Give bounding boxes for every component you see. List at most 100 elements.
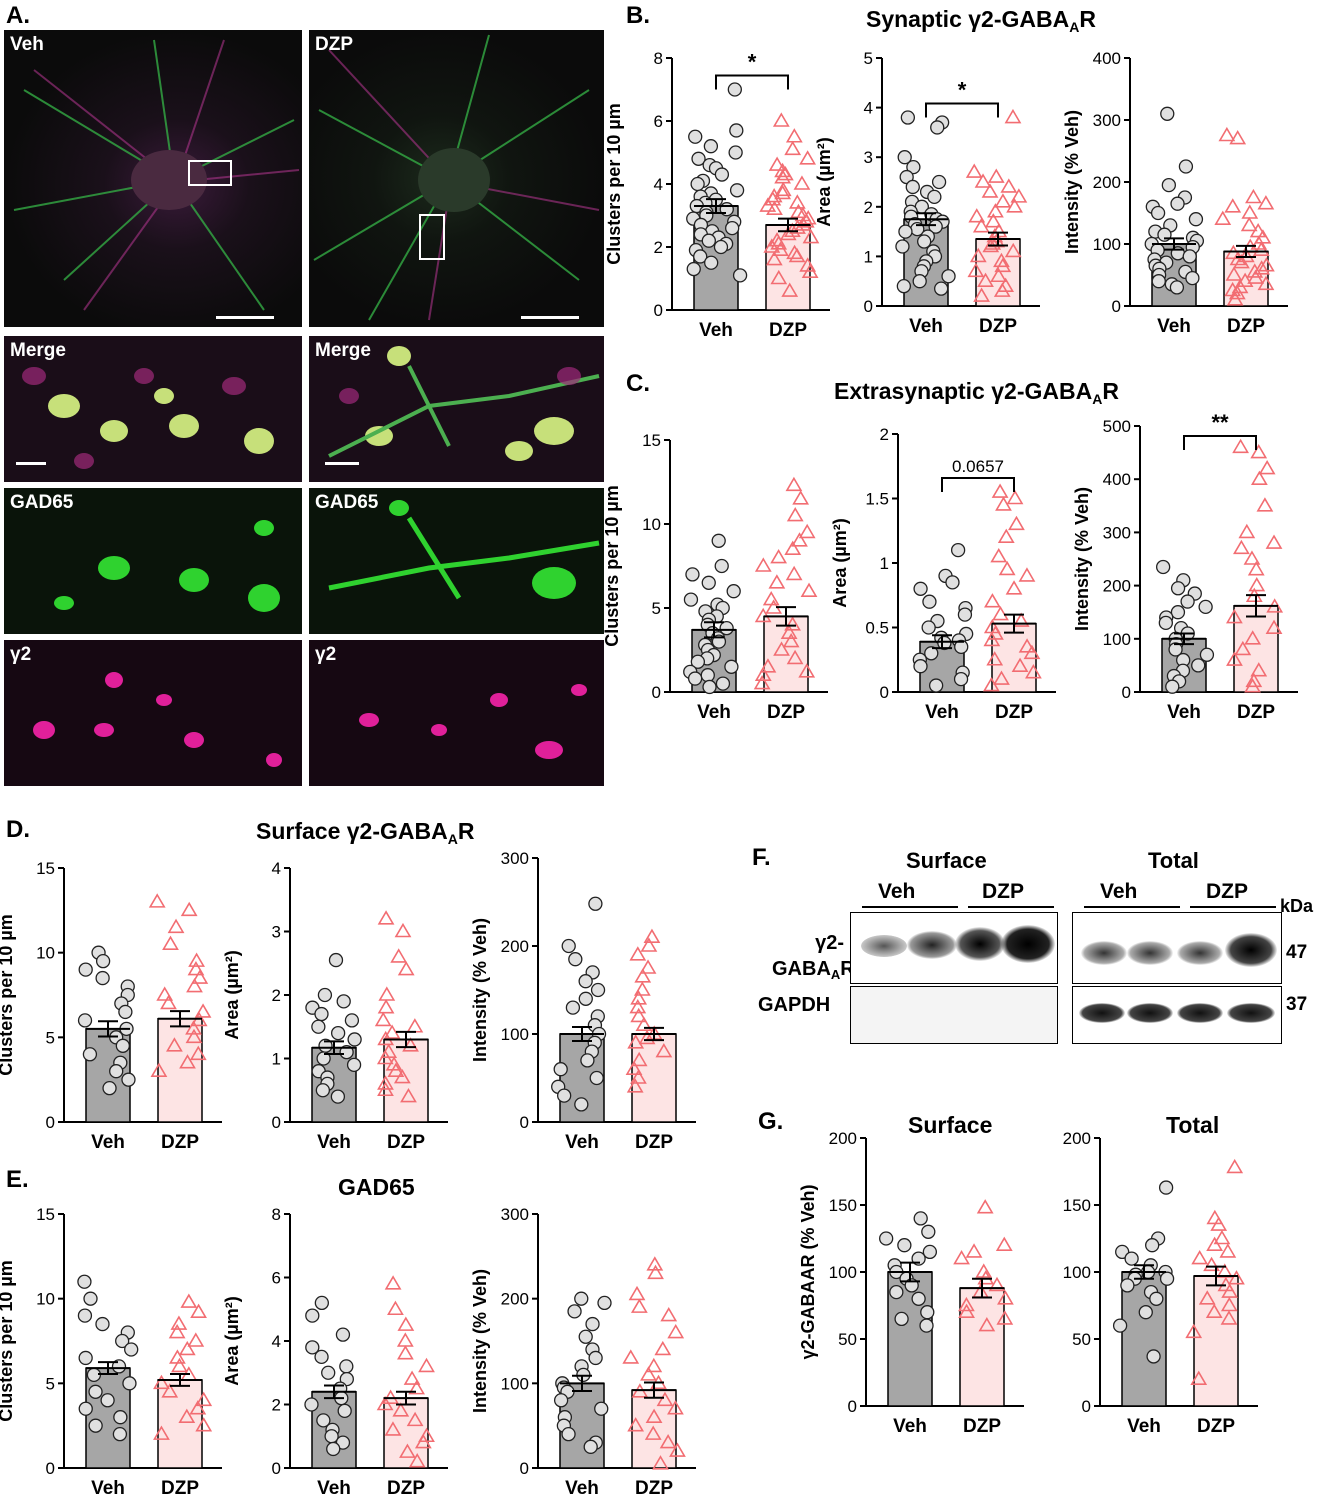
data-point-dzp bbox=[786, 649, 804, 665]
data-point-veh bbox=[1145, 1238, 1160, 1253]
data-point-dzp bbox=[788, 247, 806, 263]
data-point-dzp bbox=[630, 1007, 648, 1023]
data-point-dzp bbox=[785, 565, 803, 581]
data-point-veh bbox=[344, 1013, 360, 1028]
x-tick-label-veh: Veh bbox=[1157, 316, 1191, 337]
data-point-veh bbox=[690, 176, 705, 192]
y-tick-label: 400 bbox=[1093, 49, 1121, 68]
data-point-veh bbox=[911, 1291, 926, 1306]
y-axis-label: Clusters per 10 µm bbox=[0, 1260, 16, 1421]
data-point-dzp bbox=[1237, 247, 1255, 263]
y-axis-label: Intensity (% Veh) bbox=[470, 1269, 490, 1413]
data-point-veh bbox=[1191, 658, 1206, 673]
y-tick-label: 4 bbox=[864, 99, 873, 118]
y-tick-label: 300 bbox=[1103, 523, 1131, 542]
data-point-dzp bbox=[1185, 1323, 1203, 1339]
data-point-dzp bbox=[799, 150, 817, 165]
neuron-dzp-drawing bbox=[313, 34, 600, 321]
data-point-dzp bbox=[798, 663, 816, 678]
data-point-dzp bbox=[1220, 1296, 1238, 1312]
data-point-veh bbox=[314, 1349, 329, 1365]
data-point-dzp bbox=[978, 1317, 996, 1332]
y-tick-label: 10 bbox=[642, 515, 661, 534]
x-tick-label-dzp: DZP bbox=[979, 316, 1017, 337]
data-point-dzp bbox=[1023, 644, 1041, 660]
kda-label: kDa bbox=[1280, 896, 1314, 916]
data-point-veh bbox=[314, 1295, 330, 1311]
data-point-dzp bbox=[397, 1345, 414, 1360]
gad65-veh-label: GAD65 bbox=[10, 492, 74, 513]
data-point-dzp bbox=[625, 1060, 643, 1075]
data-point-veh bbox=[912, 274, 927, 289]
blot-surface-control bbox=[850, 986, 1058, 1044]
data-point-dzp bbox=[629, 946, 647, 961]
data-point-veh bbox=[578, 991, 593, 1006]
data-point-dzp bbox=[793, 175, 811, 190]
data-point-veh bbox=[561, 1426, 576, 1442]
y-tick-label: 4 bbox=[272, 1332, 281, 1351]
data-point-dzp bbox=[377, 1030, 395, 1046]
y-tick-label: 0 bbox=[864, 297, 873, 316]
data-point-veh bbox=[347, 1032, 362, 1047]
data-point-veh bbox=[719, 621, 734, 636]
data-point-dzp bbox=[1243, 550, 1261, 565]
zoom-scale-bar-dzp bbox=[325, 462, 359, 465]
mw-37: 37 bbox=[1286, 994, 1308, 1015]
data-point-veh bbox=[930, 120, 945, 135]
data-point-veh bbox=[337, 1403, 352, 1419]
y-tick-label: 3 bbox=[272, 923, 281, 942]
y-tick-label: 200 bbox=[1063, 1129, 1091, 1148]
x-tick-label-veh: Veh bbox=[925, 702, 959, 723]
data-point-dzp bbox=[774, 184, 792, 200]
data-point-veh bbox=[115, 1333, 130, 1349]
data-point-dzp bbox=[1205, 1303, 1223, 1318]
panel-letter-c: C. bbox=[626, 370, 650, 397]
merge-dzp-label: Merge bbox=[315, 340, 371, 361]
data-point-dzp bbox=[996, 1310, 1014, 1325]
y-tick-label: 2 bbox=[272, 1396, 281, 1415]
x-tick-label-dzp: DZP bbox=[995, 702, 1033, 723]
data-point-dzp bbox=[766, 200, 783, 215]
data-point-dzp bbox=[958, 1303, 975, 1318]
y-tick-label: 6 bbox=[272, 1269, 281, 1288]
data-point-veh bbox=[894, 1311, 909, 1327]
data-point-dzp bbox=[403, 1370, 421, 1385]
data-point-dzp bbox=[645, 1357, 663, 1373]
data-point-dzp bbox=[189, 1045, 207, 1061]
data-point-veh bbox=[315, 1083, 331, 1098]
chart-c1: 0 5 10 15 Clusters per 10 µm Veh DZP bbox=[602, 431, 828, 723]
gad65-veh-puncta bbox=[54, 520, 280, 612]
data-point-veh bbox=[922, 594, 937, 609]
data-point-dzp bbox=[1213, 1229, 1231, 1245]
data-point-dzp bbox=[988, 1276, 1006, 1292]
data-point-veh bbox=[921, 620, 936, 635]
data-point-dzp bbox=[633, 981, 651, 996]
y-tick-label: 5 bbox=[46, 1028, 55, 1047]
data-point-veh bbox=[725, 220, 740, 236]
data-point-dzp bbox=[185, 1028, 203, 1044]
data-point-veh bbox=[88, 1418, 103, 1433]
data-point-dzp bbox=[1252, 241, 1270, 256]
data-point-veh bbox=[686, 261, 701, 277]
data-point-dzp bbox=[995, 496, 1012, 511]
chart-e2: 0 2 4 6 8 Area (µm²) Veh DZP bbox=[222, 1205, 448, 1499]
data-point-veh bbox=[898, 224, 913, 239]
data-point-dzp bbox=[785, 476, 803, 492]
y-axis-label: Clusters per 10 µm bbox=[0, 914, 16, 1075]
data-point-veh bbox=[95, 953, 111, 969]
data-point-dzp bbox=[652, 1455, 669, 1470]
x-tick-label-veh: Veh bbox=[1127, 1416, 1161, 1437]
data-point-veh bbox=[729, 123, 744, 138]
data-point-dzp bbox=[968, 208, 986, 223]
data-point-veh bbox=[927, 189, 942, 205]
data-point-dzp bbox=[1203, 1256, 1220, 1272]
y-tick-label: 50 bbox=[838, 1330, 857, 1349]
data-point-veh bbox=[316, 1413, 331, 1428]
data-point-veh bbox=[568, 952, 583, 967]
data-point-dzp bbox=[1210, 1216, 1228, 1231]
data-point-dzp bbox=[1214, 210, 1232, 225]
data-point-dzp bbox=[376, 1395, 394, 1411]
data-point-dzp bbox=[1265, 534, 1283, 549]
data-point-dzp bbox=[990, 547, 1008, 563]
neuron-veh-drawing bbox=[13, 39, 300, 311]
